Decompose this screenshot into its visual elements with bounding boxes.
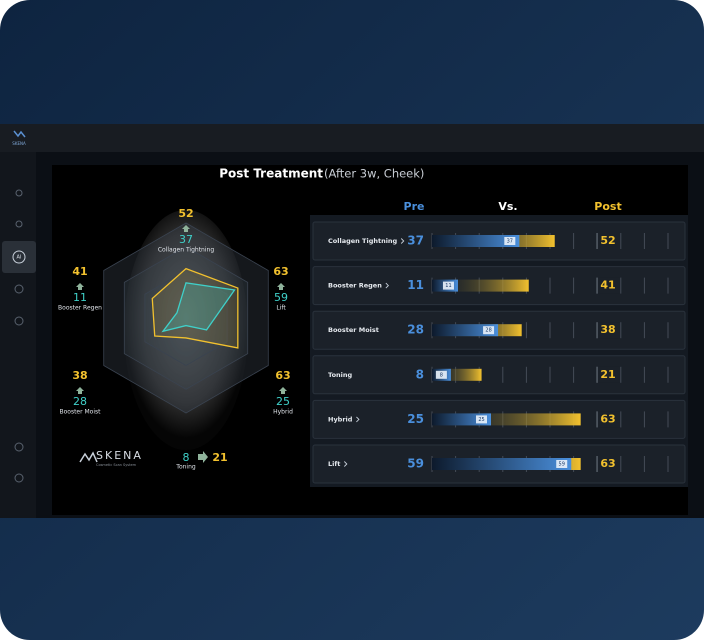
sidebar-active-label: AI (17, 255, 22, 261)
pre-bar-label: 8 (440, 372, 443, 378)
col-post: Post (594, 200, 621, 213)
post-value: 63 (600, 412, 615, 425)
logo-icon (13, 130, 26, 138)
title: Post Treatment (219, 167, 323, 181)
subtitle: (After 3w, Cheek) (324, 167, 424, 181)
radar-post-value: 38 (72, 369, 87, 382)
pre-bar-tag (476, 415, 487, 424)
row-chevron (343, 461, 348, 467)
radar-arrow (182, 225, 190, 232)
pre-bar-tag (483, 326, 495, 335)
sidebar-active[interactable] (2, 241, 36, 273)
pre-bar-label: 59 (559, 462, 565, 468)
radar-post-value: 21 (212, 451, 227, 464)
pre-bar (432, 235, 520, 247)
radar-post-value: 41 (72, 265, 87, 278)
post-value: 41 (600, 279, 615, 292)
row-chevron (385, 282, 389, 289)
pre-bar (432, 324, 499, 337)
radar-pre-value: 59 (274, 291, 288, 304)
radar-pre-value: 8 (183, 451, 190, 464)
pre-bar-tag (442, 281, 454, 290)
metric-name: Toning (328, 371, 353, 379)
post-value-bg (598, 456, 620, 472)
pre-value: 37 (407, 234, 424, 248)
sidebar (0, 152, 36, 518)
radar-arrow (76, 387, 84, 394)
radar-arrow (279, 387, 287, 394)
radar-post-value: 52 (178, 207, 193, 220)
brand-tagline: Cosmetic Scan System (96, 463, 137, 467)
pre-bar (432, 458, 572, 470)
radar-label: Collagen Tightning (158, 247, 214, 254)
radar-ring (123, 246, 249, 390)
post-value: 63 (600, 457, 615, 470)
pre-value: 59 (407, 457, 424, 471)
app-logo: SKENA (12, 141, 26, 146)
pre-value: 28 (407, 323, 424, 337)
face-image (124, 210, 248, 450)
pre-value: 25 (407, 412, 424, 426)
post-value-bg (598, 322, 620, 339)
top-bar (0, 124, 704, 152)
col-pre: Pre (404, 200, 425, 213)
radar-pre-value: 25 (276, 395, 290, 408)
sidebar-icons (14, 189, 24, 483)
radar-post-value: 63 (275, 369, 290, 382)
pre-bar-tag (504, 237, 516, 245)
row-chevron (356, 416, 360, 423)
pre-bar-tag (556, 460, 568, 468)
metric-name: Collagen Tightning (328, 237, 398, 245)
brand-name: SKENA (96, 449, 143, 462)
pre-bar-label: 28 (485, 328, 491, 334)
metric-row (312, 355, 686, 395)
post-value-bg (598, 233, 620, 249)
radar-pre-value: 11 (73, 291, 87, 304)
pre-bar-label: 25 (478, 417, 484, 423)
radar-arrow (76, 283, 84, 290)
row-chevron (400, 238, 405, 244)
post-value-bg (598, 277, 620, 294)
radar-arrow (277, 283, 285, 290)
post-value-bg (598, 411, 620, 428)
pre-bar-label: 37 (507, 239, 513, 245)
pre-value: 11 (407, 278, 424, 292)
radar-pre-value: 37 (179, 233, 193, 246)
metric-name: Booster Moist (328, 326, 379, 334)
radar-label: Toning (175, 464, 196, 471)
metric-name: Booster Regen (328, 282, 382, 290)
radar-post-value: 63 (273, 265, 288, 278)
post-value-bg (598, 366, 620, 383)
radar-pre-value: 28 (73, 395, 87, 408)
radar-label: Booster Moist (60, 409, 102, 416)
radar-pre (161, 282, 236, 333)
radar-arrow (198, 451, 208, 463)
sidebar-active-ring (12, 250, 26, 264)
radar-label: Lift (276, 305, 286, 312)
post-value: 52 (600, 234, 615, 247)
metric-name: Lift (328, 460, 340, 468)
post-value: 21 (600, 368, 615, 381)
pre-value: 8 (416, 367, 424, 381)
pre-bar-tag (435, 370, 447, 379)
col-vs: Vs. (498, 200, 517, 213)
pre-bar-label: 11 (445, 283, 451, 289)
brand-icon (79, 451, 98, 463)
metric-name: Hybrid (328, 415, 353, 423)
post-value: 38 (600, 323, 615, 336)
radar-label: Hybrid (273, 409, 293, 416)
radar-label: Booster Regen (58, 305, 102, 312)
